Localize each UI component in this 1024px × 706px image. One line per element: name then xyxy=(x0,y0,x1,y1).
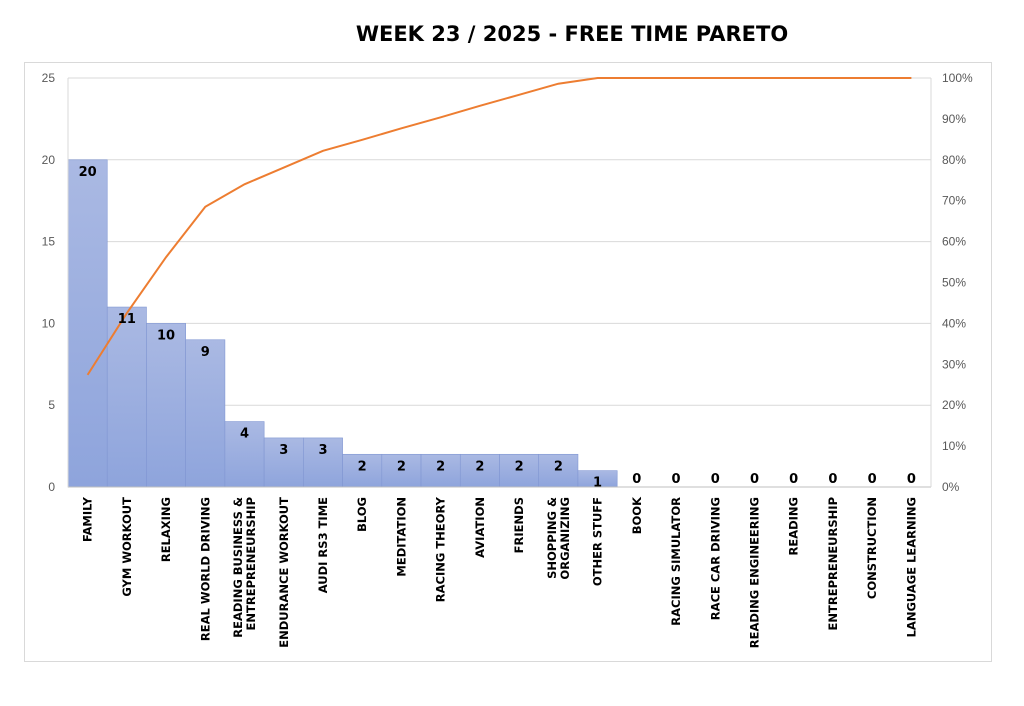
data-label: 11 xyxy=(118,312,136,327)
x-category-label-line: ENTREPRENEURSHIP xyxy=(244,497,258,630)
x-category-label-line: RELAXING xyxy=(159,497,173,562)
chart-frame xyxy=(24,62,992,662)
data-label: 3 xyxy=(279,443,288,458)
bar xyxy=(67,159,108,488)
data-label: 0 xyxy=(907,472,916,487)
y-left-tick-label: 20 xyxy=(42,153,56,167)
x-category-label-line: FRIENDS xyxy=(512,497,526,553)
x-category-label-line: READING ENGINEERING xyxy=(747,497,761,648)
x-category-label-line: LANGUAGE LEARNING xyxy=(904,497,918,637)
y-right-tick-label: 70% xyxy=(942,194,966,208)
y-right-tick-label: 50% xyxy=(942,276,966,290)
x-category-label-line: AUDI RS3 TIME xyxy=(316,497,330,593)
data-label: 0 xyxy=(828,472,837,487)
data-label: 0 xyxy=(711,472,720,487)
bar xyxy=(224,421,265,488)
bar xyxy=(146,323,186,488)
bar xyxy=(342,453,383,488)
bar xyxy=(499,453,540,488)
y-right-tick-label: 30% xyxy=(942,357,966,371)
data-label: 2 xyxy=(436,459,445,474)
cumulative-percent-line xyxy=(86,77,912,376)
y-left-tick-label: 15 xyxy=(42,235,56,249)
data-label: 20 xyxy=(79,165,97,180)
x-category-label-line: AVIATION xyxy=(473,497,487,558)
y-right-tick-label: 90% xyxy=(942,112,966,126)
x-category-label-line: ENTREPRENEURSHIP xyxy=(826,497,840,630)
x-category-label-line: SHOPPING & xyxy=(545,497,559,579)
y-right-tick-label: 10% xyxy=(942,439,966,453)
data-label: 1 xyxy=(593,476,602,491)
data-label: 2 xyxy=(397,459,406,474)
y-left-tick-label: 10 xyxy=(42,316,56,330)
bar xyxy=(263,437,304,488)
x-category-label-line: OTHER STUFF xyxy=(591,497,605,586)
x-category-label-line: RACING SIMULATOR xyxy=(669,497,683,626)
data-label: 2 xyxy=(515,459,524,474)
x-category-label-line: BOOK xyxy=(630,496,644,534)
x-category-label-line: ORGANIZING xyxy=(558,497,572,580)
x-category-label-line: RACING THEORY xyxy=(434,496,448,602)
y-right-tick-label: 80% xyxy=(942,153,966,167)
data-label: 0 xyxy=(671,472,680,487)
y-right-tick-label: 20% xyxy=(942,398,966,412)
y-left-tick-label: 25 xyxy=(42,71,56,85)
x-category-label-line: REAL WORLD DRIVING xyxy=(198,497,212,641)
x-category-label-line: READING BUSINESS & xyxy=(231,497,245,638)
bar xyxy=(420,453,461,488)
y-left-tick-label: 0 xyxy=(48,480,55,494)
data-label: 0 xyxy=(750,472,759,487)
bar xyxy=(106,306,147,488)
data-label: 2 xyxy=(475,459,484,474)
data-label: 4 xyxy=(240,427,249,442)
y-right-tick-label: 60% xyxy=(942,235,966,249)
data-label: 3 xyxy=(318,443,327,458)
data-label: 0 xyxy=(632,472,641,487)
y-right-tick-label: 0% xyxy=(942,480,960,494)
x-category-label-line: BLOG xyxy=(355,497,369,532)
y-right-tick-label: 100% xyxy=(942,71,973,85)
bar xyxy=(185,339,226,488)
x-category-label-line: FAMILY xyxy=(81,496,95,542)
y-right-tick-label: 40% xyxy=(942,316,966,330)
line-layer xyxy=(86,77,912,376)
data-label: 0 xyxy=(868,472,877,487)
x-category-label-line: RACE CAR DRIVING xyxy=(708,497,722,620)
data-label: 2 xyxy=(358,459,367,474)
data-label: 10 xyxy=(157,328,175,343)
chart-title: WEEK 23 / 2025 - FREE TIME PARETO xyxy=(355,22,789,46)
x-category-label-line: MEDITATION xyxy=(394,497,408,577)
x-category-label-line: CONSTRUCTION xyxy=(865,497,879,599)
data-label: 9 xyxy=(201,345,210,360)
x-category-label-line: READING xyxy=(787,497,801,556)
x-category-label-line: ENDURANCE WORKOUT xyxy=(277,497,291,648)
x-category-label-line: GYM WORKOUT xyxy=(120,497,134,597)
data-label: 2 xyxy=(554,459,563,474)
axis-layer: 05101520250%10%20%30%40%50%60%70%80%90%1… xyxy=(42,71,973,648)
data-label: 0 xyxy=(789,472,798,487)
y-left-tick-label: 5 xyxy=(48,398,55,412)
